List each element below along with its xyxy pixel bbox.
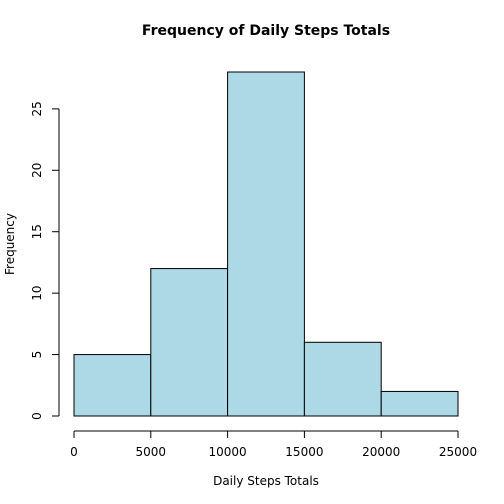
- y-axis: 0 5 10 15 20 25: [30, 101, 60, 420]
- y-tick-label-0: 0: [30, 412, 44, 420]
- y-tick-label-5: 25: [30, 101, 44, 116]
- y-tick-label-4: 20: [30, 163, 44, 178]
- histogram-bar-2: [227, 71, 305, 417]
- x-tick-label-5: 25000: [439, 445, 477, 459]
- histogram-bar-0: [73, 354, 152, 417]
- y-tick-label-2: 10: [30, 286, 44, 301]
- y-tick-label-3: 15: [30, 224, 44, 239]
- x-axis: 0 5000 10000 15000 20000 25000: [70, 430, 477, 459]
- x-tick-label-4: 20000: [362, 445, 400, 459]
- chart-title: Frequency of Daily Steps Totals: [142, 23, 390, 39]
- histogram-bar-1: [150, 268, 229, 417]
- x-tick-label-0: 0: [70, 445, 78, 459]
- histogram-bar-4: [380, 390, 459, 417]
- x-tick-label-2: 10000: [209, 445, 247, 459]
- x-tick-label-3: 15000: [285, 445, 323, 459]
- bars-group: [73, 71, 459, 417]
- x-axis-label: Daily Steps Totals: [213, 474, 319, 488]
- x-tick-label-1: 5000: [136, 445, 167, 459]
- histogram-bar-3: [303, 341, 382, 417]
- y-axis-label: Frequency: [3, 213, 17, 275]
- y-tick-label-1: 5: [30, 351, 44, 359]
